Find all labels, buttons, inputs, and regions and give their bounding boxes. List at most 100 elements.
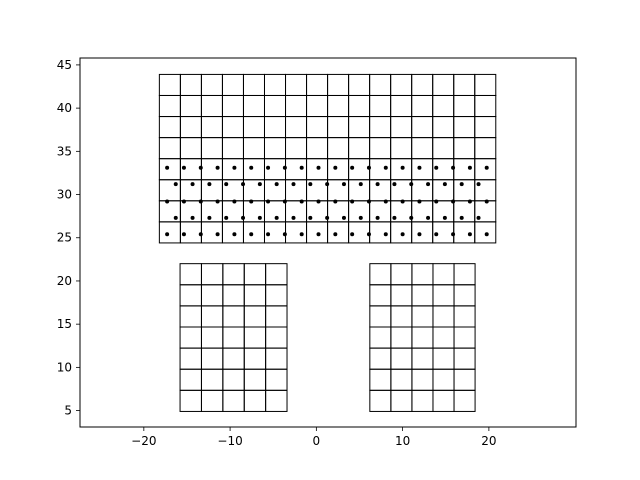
top-block-cell	[179, 73, 202, 96]
top-block-cell	[390, 221, 413, 244]
left-block-cell	[243, 305, 267, 328]
data-point	[316, 199, 321, 204]
left-block-cell	[265, 326, 288, 349]
data-point	[291, 182, 296, 187]
top-block-cell	[179, 179, 202, 202]
left-block-cell	[200, 305, 224, 328]
data-point	[484, 165, 489, 170]
data-point	[266, 165, 271, 170]
right-block-cell	[369, 389, 392, 412]
top-block-cell	[242, 158, 265, 181]
x-tick-label: −20	[131, 434, 156, 448]
top-block-cell	[453, 158, 476, 181]
top-block-cell	[390, 94, 413, 118]
x-tick-label: −10	[217, 434, 242, 448]
top-block-cell	[411, 116, 434, 139]
right-block-cell	[390, 263, 413, 286]
left-block-cell	[222, 389, 245, 412]
left-block-cell	[200, 347, 224, 370]
data-point	[434, 232, 439, 237]
left-block-cell	[222, 305, 245, 328]
data-point	[224, 215, 229, 220]
top-block-cell	[369, 179, 392, 202]
data-point	[325, 182, 330, 187]
top-block-cell	[285, 158, 308, 181]
data-point	[224, 182, 229, 187]
top-block-cell	[221, 221, 244, 244]
data-point	[392, 182, 397, 187]
data-point	[198, 232, 203, 237]
top-block-cell	[390, 158, 413, 181]
y-tick-label: 30	[57, 188, 72, 202]
right-block-cell	[390, 347, 413, 370]
data-point	[366, 165, 371, 170]
left-block-cell	[200, 368, 224, 391]
top-block-cell	[158, 158, 181, 181]
left-block-cell	[179, 389, 202, 412]
right-block-cell	[390, 284, 413, 307]
data-point	[257, 215, 262, 220]
left-block-cell	[179, 326, 202, 349]
data-point	[207, 182, 212, 187]
data-point	[383, 165, 388, 170]
data-point	[282, 199, 287, 204]
data-point	[249, 165, 254, 170]
top-block-cell	[432, 73, 455, 96]
data-point	[434, 199, 439, 204]
top-block-cell	[179, 137, 202, 160]
top-block-cell	[158, 221, 181, 244]
right-block-cell	[432, 263, 455, 286]
top-block-cell	[432, 179, 455, 202]
top-block-cell	[474, 137, 497, 160]
data-point	[434, 165, 439, 170]
right-block-cell	[390, 368, 413, 391]
top-block-cell	[474, 116, 497, 139]
data-point	[181, 165, 186, 170]
data-point	[451, 165, 456, 170]
data-point	[165, 165, 170, 170]
top-block-cell	[453, 116, 476, 139]
right-block-cell	[411, 263, 434, 286]
data-point	[400, 232, 405, 237]
top-block-cell	[432, 137, 455, 160]
top-block-cell	[348, 116, 371, 139]
top-block-cell	[411, 73, 434, 96]
top-block-cell	[285, 137, 308, 160]
top-block-cell	[200, 179, 223, 202]
right-block-cell	[369, 305, 392, 328]
top-block-cell	[453, 221, 476, 244]
top-block-cell	[327, 116, 350, 139]
left-block-cell	[265, 389, 288, 412]
right-block-cell	[369, 284, 392, 307]
top-block-cell	[158, 94, 181, 118]
left-block-cell	[200, 389, 224, 412]
top-block-cell	[242, 94, 265, 118]
top-block-cell	[327, 221, 350, 244]
data-point	[282, 232, 287, 237]
top-block-cell	[285, 116, 308, 139]
top-block-cell	[221, 73, 244, 96]
top-block-cell	[411, 94, 434, 118]
data-point	[459, 215, 464, 220]
top-block-cell	[242, 73, 265, 96]
data-point	[409, 215, 414, 220]
right-block-cell	[453, 347, 476, 370]
data-point	[299, 165, 304, 170]
data-points	[165, 165, 489, 237]
data-point	[333, 199, 338, 204]
data-point	[417, 199, 422, 204]
data-point	[291, 215, 296, 220]
top-block-cell	[474, 221, 497, 244]
top-block-cell	[327, 94, 350, 118]
y-tick-label: 15	[57, 317, 72, 331]
top-block-cell	[369, 94, 392, 118]
top-block-cell	[327, 73, 350, 96]
top-block-cell	[179, 116, 202, 139]
data-point	[417, 165, 422, 170]
top-block-cell	[200, 200, 223, 223]
left-block-cell	[179, 305, 202, 328]
data-point	[215, 165, 220, 170]
right-block-cell	[369, 368, 392, 391]
data-point	[165, 199, 170, 204]
data-point	[299, 199, 304, 204]
